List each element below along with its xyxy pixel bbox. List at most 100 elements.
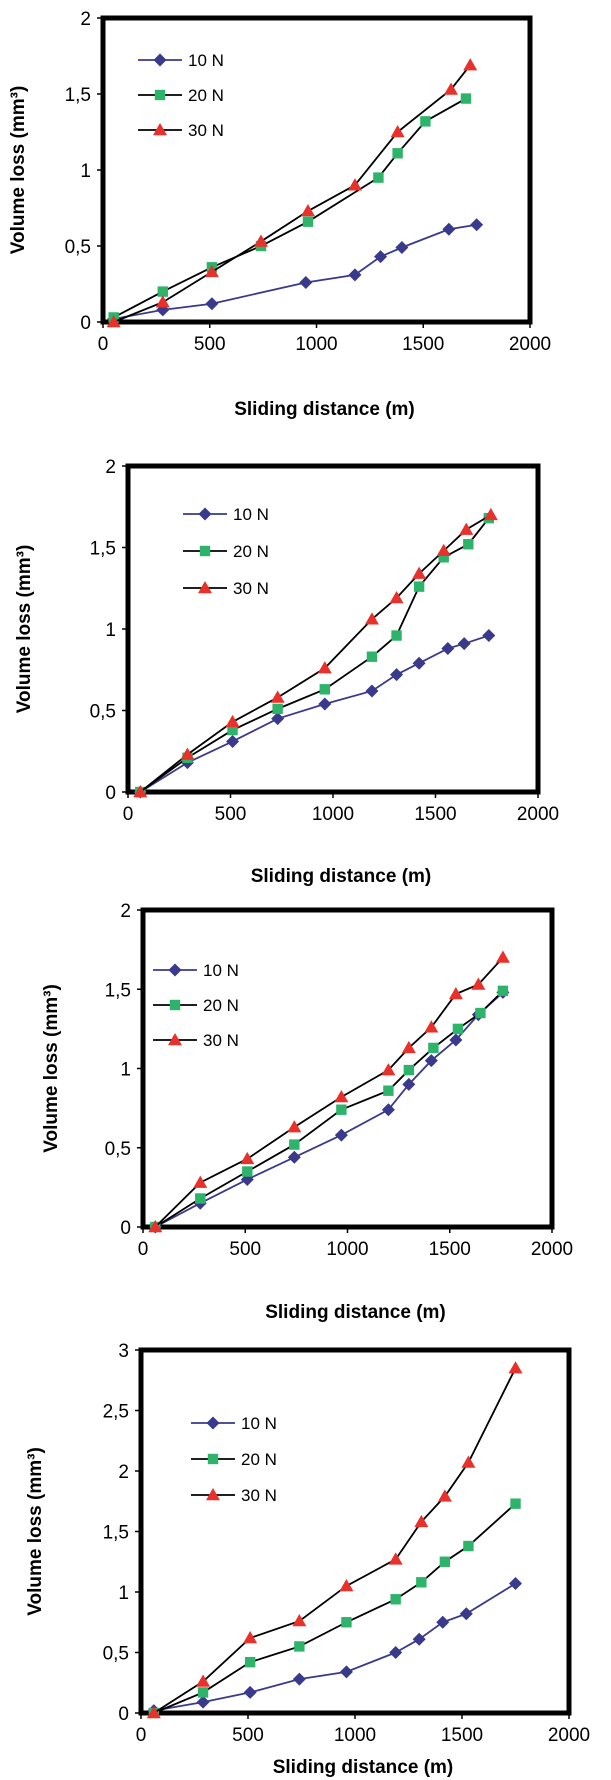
data-point [424, 1054, 438, 1068]
data-point [148, 1220, 163, 1233]
data-point [292, 1614, 307, 1627]
legend-entry: 30 N [191, 1486, 277, 1505]
legend-marker [199, 545, 211, 557]
y-tick-label: 3 [118, 1341, 129, 1362]
legend-label: 30 N [188, 121, 224, 140]
data-point [509, 1577, 522, 1591]
x-tick-label: 0 [138, 1239, 149, 1260]
data-point [196, 1674, 211, 1687]
x-tick-label: 2000 [509, 334, 551, 355]
legend-marker [154, 89, 166, 101]
data-point [204, 264, 219, 278]
x-tick-label: 2000 [517, 804, 559, 825]
data-point [155, 295, 170, 308]
data-point [459, 1607, 473, 1621]
legend-entry: 30 N [138, 121, 224, 140]
data-point [483, 507, 498, 521]
legend-entry: 10 N [183, 505, 269, 524]
y-tick-label: 2 [118, 1462, 129, 1483]
data-point [242, 1166, 253, 1177]
data-point [240, 1151, 255, 1165]
series-30n [148, 950, 510, 1233]
data-point [334, 1128, 348, 1142]
data-point [444, 82, 459, 95]
chart-2: 0 500 1000 1500 2000 0 0,5 1 1,5 2 Sliding distanc… [14, 457, 559, 887]
data-point [390, 1594, 401, 1605]
data-point [271, 712, 285, 726]
data-point [196, 1695, 210, 1709]
y-tick-label: 0 [120, 1218, 131, 1239]
data-point [457, 637, 471, 651]
y-tick-label: 0,5 [103, 1644, 129, 1665]
chart-3: 0 500 1000 1500 2000 0 0,5 1 1,5 2 Sliding distanc… [41, 901, 573, 1323]
legend-label: 20 N [188, 86, 224, 105]
data-point [197, 1687, 209, 1698]
series-line [153, 1503, 517, 1714]
x-axis-title: Sliding distance (m) [251, 866, 432, 887]
data-point [292, 1672, 306, 1686]
data-point [300, 204, 315, 217]
data-point [463, 539, 474, 550]
data-point [390, 668, 404, 682]
legend-entry: 20 N [153, 996, 239, 1015]
x-axis-title: Sliding distance (m) [234, 399, 415, 420]
data-point [438, 552, 449, 563]
data-point [401, 1040, 416, 1054]
data-point [442, 222, 456, 236]
y-tick-label: 0,5 [105, 1139, 131, 1160]
plot-frame [125, 463, 541, 795]
y-tick-label: 0 [105, 783, 116, 804]
legend-label: 20 N [203, 996, 239, 1015]
data-point [413, 581, 425, 592]
data-point [508, 1361, 523, 1374]
legend-entry: 20 N [191, 1450, 277, 1469]
data-point [416, 1577, 427, 1588]
x-tick-label: 500 [215, 804, 247, 825]
legend-marker [153, 53, 167, 67]
x-tick-label: 0 [123, 804, 134, 825]
data-point [253, 234, 268, 247]
legend-marker [206, 1416, 220, 1430]
data-point [157, 286, 168, 297]
series-line [153, 1582, 516, 1712]
data-point [395, 241, 409, 255]
data-point [339, 1578, 354, 1592]
x-tick-label: 2000 [548, 1725, 590, 1746]
legend-marker [206, 1488, 220, 1501]
legend-label: 10 N [233, 505, 269, 524]
data-point [381, 1063, 396, 1076]
data-point [402, 1077, 416, 1091]
y-axis-title: Volume loss (mm³) [41, 984, 62, 1153]
y-tick-label: 0,5 [90, 702, 116, 723]
legend-entry: 10 N [138, 51, 224, 70]
data-point [341, 1617, 352, 1628]
series-30n [106, 58, 478, 328]
data-point [463, 58, 478, 71]
data-point [510, 1498, 521, 1509]
legend-label: 30 N [203, 1031, 239, 1050]
data-point [347, 178, 362, 191]
legend-entry: 20 N [138, 86, 224, 105]
data-point [482, 629, 496, 643]
series-30n [133, 507, 498, 798]
y-tick-label: 0,5 [65, 237, 91, 258]
legend-marker [198, 507, 212, 521]
x-tick-label: 1500 [429, 1239, 471, 1260]
y-tick-label: 1 [120, 1060, 131, 1081]
y-tick-label: 1,5 [103, 1523, 129, 1544]
data-point [461, 1455, 476, 1468]
data-point [420, 116, 431, 127]
data-point [389, 591, 404, 604]
data-point [436, 543, 451, 557]
data-point [463, 1540, 474, 1552]
y-axis-title: Volume loss (mm³) [14, 545, 35, 714]
data-point [391, 630, 402, 641]
data-point [428, 1042, 439, 1054]
data-point [403, 1064, 415, 1076]
data-point [392, 148, 403, 159]
legend-label: 10 N [241, 1414, 277, 1433]
legend-marker [198, 581, 212, 594]
y-axis-title: Volume loss (mm³) [25, 1447, 46, 1616]
plot-frame [100, 15, 533, 325]
